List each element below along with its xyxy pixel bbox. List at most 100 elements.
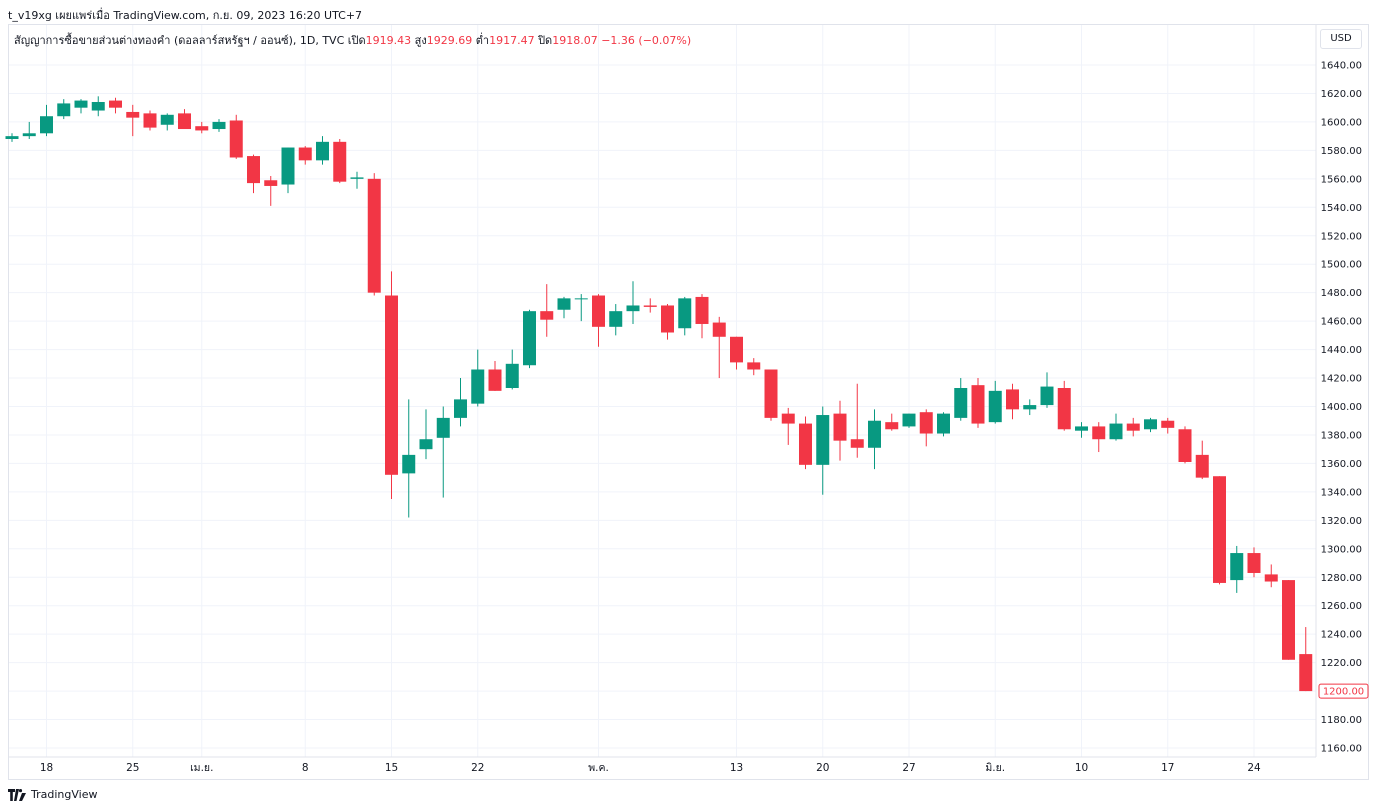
- price-tick-label: 1640.00: [1321, 61, 1362, 72]
- open-label: เปิด: [347, 34, 366, 47]
- candle-down: [126, 104, 140, 137]
- candle-down: [799, 416, 812, 470]
- candle-down: [1195, 440, 1209, 480]
- candle-body: [505, 363, 519, 389]
- candle-body: [471, 369, 485, 404]
- candle-body: [557, 298, 571, 310]
- price-tick-label: 1380.00: [1321, 430, 1362, 441]
- price-tick-label: 1320.00: [1321, 516, 1362, 527]
- candle-body: [436, 417, 450, 438]
- candle-body: [488, 369, 502, 391]
- candle-body: [298, 147, 312, 161]
- grid-lines: [9, 25, 1316, 757]
- candle-down: [764, 369, 778, 421]
- candle-body: [22, 133, 36, 137]
- candle-body: [91, 101, 105, 111]
- price-tick-label: 1220.00: [1321, 658, 1362, 669]
- candle-body: [1213, 476, 1226, 583]
- candle-up: [609, 304, 623, 336]
- candle-down: [1264, 564, 1278, 588]
- candle-body: [1299, 654, 1313, 692]
- candle-up: [1144, 417, 1157, 433]
- candle-up: [74, 99, 88, 114]
- candle-body: [1075, 426, 1088, 431]
- candle-down: [1247, 547, 1261, 578]
- candle-body: [678, 298, 692, 329]
- candle-down: [643, 298, 657, 313]
- time-tick-label: 20: [816, 762, 829, 774]
- candle-up: [868, 409, 881, 470]
- candle-down: [1126, 417, 1140, 437]
- candle-down: [385, 271, 398, 499]
- candle-down: [695, 294, 709, 339]
- open-value: 1919.43: [365, 34, 412, 47]
- price-tick-label: 1480.00: [1321, 288, 1362, 299]
- candle-body: [143, 113, 157, 128]
- candle-body: [1092, 426, 1106, 440]
- candle-up: [523, 309, 536, 369]
- candle-down: [195, 121, 209, 134]
- footer-brand: TradingView: [8, 788, 97, 801]
- candle-body: [1247, 553, 1261, 573]
- candle-up: [937, 412, 950, 437]
- candle-body: [178, 113, 191, 130]
- chart-frame: [8, 24, 1369, 780]
- candle-up: [1023, 399, 1037, 416]
- last-price-label: 1200.00: [1323, 687, 1364, 698]
- time-axis: 18 25 เม.ย. 8 15 22 พ.ค. 13 20 27 มิ.ย. 10 17 24: [9, 756, 1316, 774]
- candle-down: [540, 284, 554, 337]
- time-tick-label: 15: [385, 762, 398, 774]
- publication-caption: t_v19xg เผยแพร่เมื่อ TradingView.com, ก.…: [8, 9, 363, 22]
- candle-body: [1195, 454, 1209, 478]
- candle-body: [574, 298, 588, 300]
- candle-body: [954, 388, 968, 418]
- candle-body: [350, 177, 364, 179]
- candle-down: [229, 114, 243, 159]
- candle-up: [436, 406, 450, 498]
- candle-body: [1126, 423, 1140, 431]
- price-tick-label: 1600.00: [1321, 117, 1362, 128]
- last-price-box: [1318, 683, 1369, 699]
- price-tick-label: 1160.00: [1321, 744, 1362, 755]
- candle-body: [281, 147, 295, 185]
- candle-down: [298, 146, 312, 165]
- candle-down: [1057, 380, 1071, 431]
- candle-down: [1178, 426, 1192, 464]
- candle-up: [626, 281, 640, 324]
- low-value: 1917.47: [489, 34, 535, 47]
- footer-brand-text: TradingView: [31, 788, 98, 801]
- price-tick-label: 1280.00: [1321, 573, 1362, 584]
- candle-down: [885, 413, 899, 431]
- candle-up: [402, 399, 416, 518]
- candle-up: [91, 96, 105, 117]
- price-tick-label: 1180.00: [1321, 715, 1362, 726]
- candle-body: [885, 422, 899, 430]
- candle-up: [40, 104, 53, 137]
- candle-body: [695, 296, 709, 324]
- candle-body: [316, 141, 329, 161]
- candle-down: [781, 407, 795, 445]
- currency-button[interactable]: USD: [1320, 29, 1362, 49]
- candle-up: [954, 378, 968, 421]
- candle-body: [626, 305, 640, 312]
- last-price-marker: 1200.00: [1318, 683, 1369, 699]
- change-value: −1.36 (−0.07%): [601, 34, 692, 47]
- time-tick-label: 24: [1247, 762, 1261, 774]
- candle-up: [988, 380, 1002, 424]
- candle-up: [316, 136, 329, 165]
- candle-body: [833, 413, 847, 441]
- candle-up: [1075, 422, 1088, 438]
- time-tick-label: 25: [126, 762, 139, 774]
- price-tick-label: 1500.00: [1321, 260, 1362, 271]
- candle-down: [712, 316, 726, 379]
- candle-down: [747, 358, 761, 376]
- candle-up: [505, 349, 519, 390]
- candle-up: [22, 121, 36, 139]
- time-tick-label: เม.ย.: [190, 762, 213, 774]
- candle-body: [540, 311, 554, 320]
- candles: [5, 96, 1313, 692]
- candle-body: [109, 100, 122, 108]
- candle-body: [643, 305, 657, 307]
- candle-down: [1092, 422, 1106, 453]
